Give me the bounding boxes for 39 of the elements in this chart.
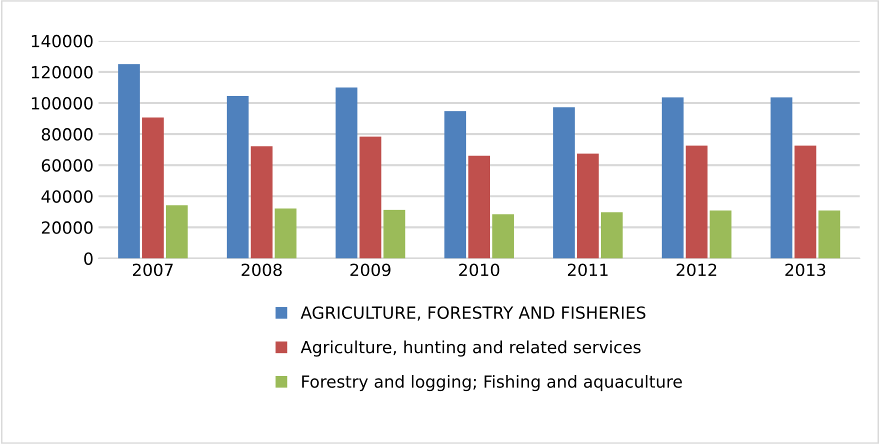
- x-tick-label: 2010: [459, 264, 500, 276]
- x-tick-label: 2011: [568, 264, 608, 276]
- x-tick-label: 2008: [242, 264, 282, 276]
- bar: [250, 146, 273, 258]
- bar: [553, 107, 575, 258]
- x-tick-label: 2009: [350, 264, 390, 276]
- legend-label: AGRICULTURE, FORESTRY AND FISHERIES: [300, 306, 646, 321]
- legend-label: Agriculture, hunting and related services: [300, 340, 641, 357]
- bar: [686, 146, 708, 258]
- bar: [794, 146, 816, 258]
- x-tick-label: 2013: [785, 264, 826, 276]
- bar: [118, 64, 140, 258]
- y-tick-label: 100000: [32, 96, 93, 110]
- bar: [468, 156, 490, 258]
- y-tick-label: 60000: [42, 159, 93, 172]
- bar: [226, 96, 249, 258]
- bar: [383, 210, 406, 258]
- bar: [818, 210, 840, 258]
- bar: [577, 154, 599, 258]
- bar: [142, 117, 164, 258]
- x-tick-label: 2007: [132, 264, 173, 276]
- x-tick-label: 2012: [676, 264, 716, 276]
- bar: [492, 214, 514, 258]
- legend-label: Forestry and logging; Fishing and aquaculture: [302, 374, 682, 392]
- y-tick-label: 0: [84, 252, 93, 265]
- bar: [444, 111, 466, 258]
- bar: [770, 97, 792, 258]
- bar: [360, 136, 382, 258]
- bar: [336, 87, 358, 258]
- y-tick-label: 80000: [42, 128, 93, 141]
- y-tick-label: 40000: [41, 190, 93, 203]
- bar: [274, 208, 296, 258]
- bar: [662, 97, 684, 258]
- bar: [710, 210, 732, 258]
- bar: [166, 205, 188, 258]
- bar: [600, 212, 623, 258]
- y-tick-label: 20000: [42, 221, 93, 234]
- y-tick-label: 140000: [32, 34, 93, 48]
- y-tick-label: 120000: [32, 66, 93, 78]
